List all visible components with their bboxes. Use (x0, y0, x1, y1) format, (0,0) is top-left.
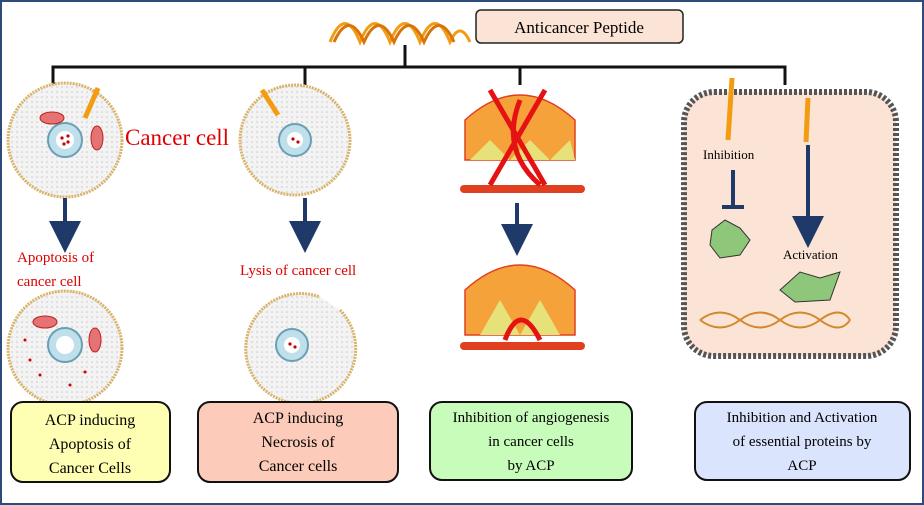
branch-lines (51, 45, 787, 85)
cell-membrane (681, 89, 899, 359)
peptide-icon-3 (725, 77, 735, 141)
box-necrosis: ACP inducing Necrosis of Cancer cells (197, 401, 399, 483)
box-text: Inhibition of angiogenesis (453, 410, 610, 426)
apoptotic-cell-icon (6, 289, 124, 407)
inhibited-vessel-icon (460, 264, 585, 350)
box-text: Cancer Cells (49, 460, 131, 477)
box-text: Inhibition and Activation (727, 410, 878, 426)
title: Anticancer Peptide (514, 18, 644, 37)
tumor-vessel-icon (460, 88, 585, 193)
box-text: by ACP (507, 458, 554, 474)
apoptosis-label-2: cancer cell (17, 274, 82, 290)
peptide-icon-2 (259, 88, 281, 117)
box-text: in cancer cells (488, 434, 574, 450)
box-text: Cancer cells (259, 458, 338, 475)
cancer-cell-icon-2 (238, 83, 352, 197)
dna-icon (699, 311, 851, 329)
box-proteins: Inhibition and Activation of essential p… (694, 401, 911, 481)
protein-icon-2 (779, 271, 841, 303)
box-apoptosis: ACP inducing Apoptosis of Cancer Cells (10, 401, 171, 483)
protein-icon (709, 219, 751, 259)
lysed-cell-icon (244, 292, 358, 405)
box-text: Necrosis of (261, 434, 335, 451)
cancer-cell-label: Cancer cell (125, 125, 229, 150)
apoptosis-label: Apoptosis of (17, 250, 94, 266)
peptide-helix-icon (328, 22, 472, 46)
box-text: of essential proteins by (733, 434, 872, 450)
activation-label: Activation (783, 247, 838, 262)
cancer-cell-icon (6, 81, 124, 199)
lysis-label: Lysis of cancer cell (240, 263, 356, 279)
box-text: ACP (787, 458, 816, 474)
box-angiogenesis: Inhibition of angiogenesis in cancer cel… (429, 401, 633, 481)
peptide-icon (82, 87, 101, 119)
box-text: Apoptosis of (49, 436, 132, 453)
inhibition-label: Inhibition (703, 147, 755, 162)
inhibition-arrow-icon (722, 170, 744, 209)
box-text: ACP inducing (253, 410, 344, 427)
box-text: ACP inducing (45, 412, 136, 429)
title-box (475, 9, 684, 44)
peptide-icon-4 (803, 97, 811, 143)
